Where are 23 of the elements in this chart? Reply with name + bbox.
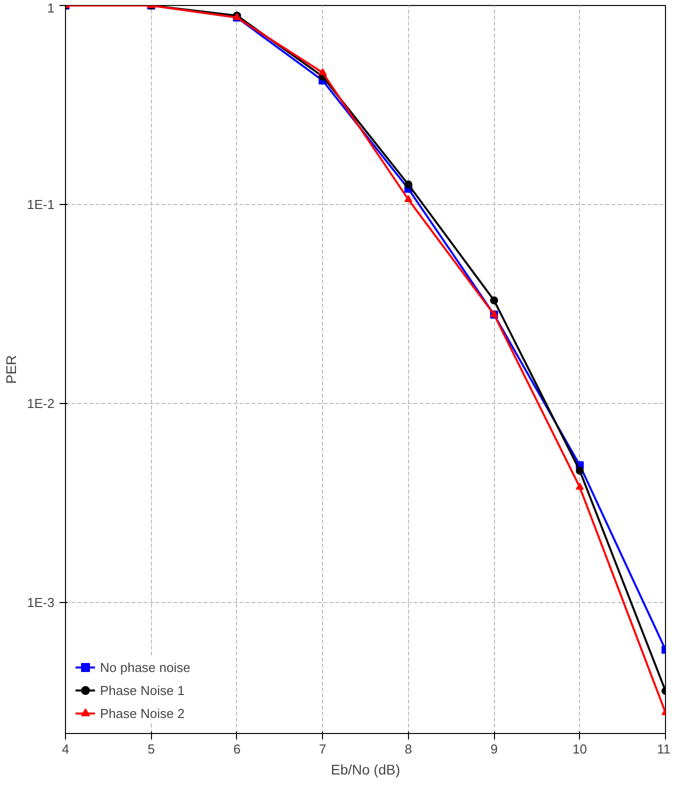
x-tick-label: 4 bbox=[62, 742, 70, 756]
x-tick-label: 6 bbox=[233, 742, 241, 756]
x-tick-label: 9 bbox=[490, 742, 498, 756]
point bbox=[318, 68, 327, 76]
legend-label: No phase noise bbox=[100, 660, 190, 674]
point bbox=[576, 466, 584, 475]
x-tick-label: 5 bbox=[148, 742, 155, 756]
point bbox=[404, 194, 412, 202]
legend-label: Phase Noise 1 bbox=[100, 682, 185, 698]
y-tick-label: 1E-3 bbox=[27, 595, 55, 610]
y-tick-label: 1E-1 bbox=[27, 197, 55, 212]
y-tick-label: 1E-2 bbox=[27, 396, 55, 412]
x-tick-label: 10 bbox=[572, 742, 588, 756]
point bbox=[490, 296, 498, 304]
x-axis-title: Eb/No (dB) bbox=[330, 762, 400, 778]
y-axis-title: PER bbox=[3, 355, 20, 384]
legend-label: Phase Noise 2 bbox=[100, 706, 185, 720]
x-tick-label: 8 bbox=[404, 742, 412, 756]
point bbox=[576, 482, 584, 490]
x-tick-label: 11 bbox=[657, 742, 671, 756]
point bbox=[404, 180, 412, 189]
y-tick-label: 1 bbox=[47, 0, 55, 16]
x-tick-label: 7 bbox=[319, 742, 326, 756]
